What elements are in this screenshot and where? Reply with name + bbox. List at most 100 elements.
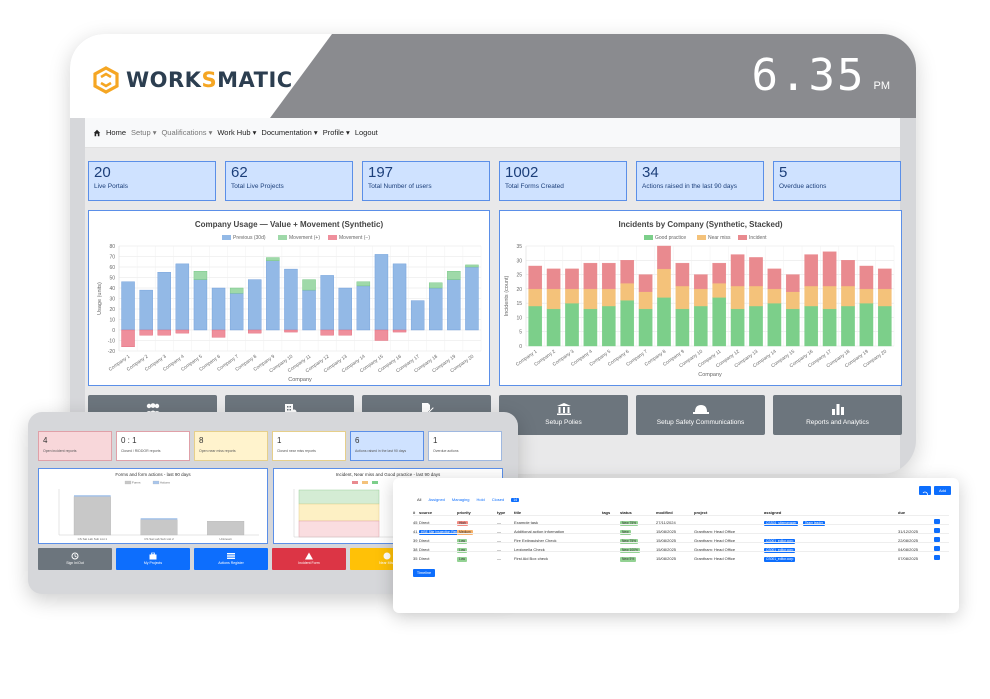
tab-all[interactable]: All — [417, 497, 422, 502]
bar — [620, 282, 635, 301]
home-icon[interactable] — [93, 129, 101, 137]
legend-label: Forms — [132, 481, 141, 485]
tablet-stat-card[interactable]: 4 Open incident reports — [38, 431, 112, 461]
row-number: 38 — [413, 546, 418, 552]
nav-item-0[interactable]: Home — [106, 128, 127, 137]
nav-item-5[interactable]: Profile ▾ — [322, 128, 350, 137]
card-value: 1 — [433, 436, 438, 445]
title-link[interactable]: Legionella Check — [514, 546, 545, 552]
stat-card-live-portals[interactable]: 20 Live Portals — [88, 161, 216, 201]
stat-card-overdue[interactable]: 5 Overdue actions — [773, 161, 901, 201]
stat-card-actions-raised[interactable]: 34 Actions raised in the last 90 days — [636, 161, 764, 201]
legend-label: Actions — [160, 481, 170, 485]
project-text: Grantham: Head Office — [694, 528, 736, 534]
tablet-stat-card[interactable]: 1 Closed near miss reports — [272, 431, 346, 461]
bar — [73, 496, 111, 536]
card-label: Overdue actions — [433, 449, 459, 453]
row-action-button[interactable] — [934, 536, 940, 542]
x-tick-label: Unknown — [219, 537, 232, 541]
title-link[interactable]: Fire Extinguisher Check — [514, 537, 557, 543]
actions-register-card: Add All Assigned Managing Hold Closed 14 # sou… — [393, 478, 959, 613]
tablet-stat-card[interactable]: 1 Overdue actions — [428, 431, 502, 461]
tablet-stat-card[interactable]: 6 Actions raised in the last 90 days — [350, 431, 424, 461]
add-button[interactable]: Add — [934, 486, 951, 495]
bar — [841, 260, 855, 287]
actions-tabs: All Assigned Managing Hold Closed 14 — [417, 497, 520, 502]
tablet-nav-button[interactable]: My Projects — [116, 548, 190, 570]
priority-badge: Low — [457, 556, 468, 562]
bar — [211, 329, 226, 338]
type-text: — — [497, 528, 501, 534]
legend-label: Incident — [749, 235, 767, 241]
bar — [447, 271, 461, 280]
tab-hold[interactable]: Hold — [476, 497, 485, 502]
table-row[interactable]: 35 Direct Low — First Aid Box check New 5% 15/… — [413, 551, 949, 562]
modified-date: 15/08/2025 — [656, 555, 677, 561]
bar — [712, 282, 727, 298]
assignee-badge: CS001_editor.corp — [764, 538, 796, 544]
bar — [320, 329, 334, 336]
legend-swatch — [738, 235, 747, 240]
tablet-stat-card[interactable]: 0 : 1 Closed / RIDDOR reports — [116, 431, 190, 461]
card-value: 1 — [277, 436, 282, 445]
bar — [730, 254, 745, 287]
legend-swatch — [644, 235, 653, 240]
bar — [804, 305, 819, 347]
stat-card-forms[interactable]: 1002 Total Forms Created — [499, 161, 627, 201]
bar — [693, 274, 708, 290]
tablet-nav-button[interactable]: Sign In/Out — [38, 548, 112, 570]
stat-card-users[interactable]: 197 Total Number of users — [362, 161, 490, 201]
assignee-badge: CS001_editor.corp — [764, 556, 796, 562]
bar — [657, 297, 671, 347]
briefcase-icon — [149, 552, 157, 560]
bar — [638, 308, 653, 347]
table-row[interactable]: 45 Direct High — Example task New 75% 27/11/20… — [413, 515, 949, 526]
tab-managing[interactable]: Managing — [451, 497, 470, 502]
table-row[interactable]: 39 Direct Low — Fire Extinguisher Check New 7… — [413, 533, 949, 544]
button-label: Incident Form — [298, 561, 320, 565]
title-link[interactable]: First Aid Box check — [514, 555, 549, 561]
nav-item-2[interactable]: Qualifications ▾ — [161, 128, 213, 137]
reports-analytics-button[interactable]: Reports and Analytics — [773, 395, 902, 435]
legend-swatch — [328, 235, 337, 240]
tab-closed[interactable]: Closed — [491, 497, 505, 502]
row-number: 41 — [413, 528, 418, 534]
stat-card-live-projects[interactable]: 62 Total Live Projects — [225, 161, 353, 201]
project-text: Grantham: Head Office — [694, 555, 736, 561]
bar — [657, 268, 671, 298]
row-action-button[interactable] — [934, 554, 940, 560]
priority-badge: Low — [457, 547, 468, 553]
tablet-stat-card[interactable]: 8 Open near miss reports — [194, 431, 268, 461]
title-link[interactable]: Example task — [514, 519, 539, 525]
title-link[interactable]: Additional action information — [514, 528, 565, 534]
table-row[interactable]: 38 Direct Low — Legionella Check New 100% 15/0… — [413, 542, 949, 553]
nav-item-1[interactable]: Setup ▾ — [131, 128, 157, 137]
bar — [139, 289, 153, 331]
tablet-nav-button[interactable]: Actions Register — [194, 548, 268, 570]
setup-safety-communications-button[interactable]: Setup Safety Communications — [636, 395, 765, 435]
due-date: 22/08/2025 — [898, 537, 919, 543]
modified-date: 15/08/2025 — [656, 528, 677, 534]
refresh-button[interactable] — [919, 486, 931, 498]
nav-item-4[interactable]: Documentation ▾ — [261, 128, 318, 137]
timeline-button[interactable]: Timeline — [413, 569, 435, 577]
bar — [620, 300, 635, 347]
setup-policies-button[interactable]: Setup Polies — [499, 395, 628, 435]
row-action-button[interactable] — [934, 527, 940, 533]
row-action-button[interactable] — [934, 545, 940, 551]
tick-label: 10 — [516, 315, 522, 321]
nav-item-3[interactable]: Work Hub ▾ — [217, 128, 257, 137]
bar — [121, 281, 135, 331]
row-action-button[interactable] — [934, 518, 940, 524]
bar — [266, 260, 280, 331]
legend-label: Near miss — [708, 235, 731, 241]
stat-value: 34 — [642, 164, 659, 181]
company-usage-chart-panel: Company Usage — Value + Movement (Synthe… — [88, 210, 490, 386]
nav-item-6[interactable]: Logout — [354, 128, 378, 137]
tick-label: 30 — [516, 258, 522, 264]
tablet-nav-button[interactable]: Incident Form — [272, 548, 346, 570]
column-header: title — [514, 510, 522, 515]
tab-assigned[interactable]: Assigned — [428, 497, 445, 502]
history-icon — [71, 552, 79, 560]
